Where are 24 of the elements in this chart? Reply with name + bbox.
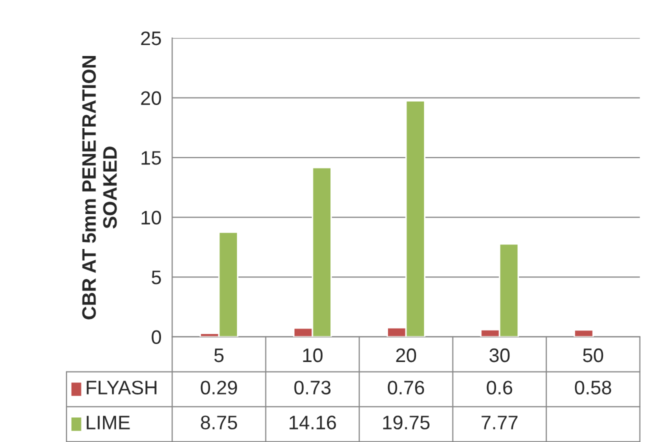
legend-label: LIME (86, 416, 130, 430)
y-tick-label: 10 (142, 210, 162, 225)
data-label: 7.77 (482, 416, 518, 430)
x-tick-label: 5 (214, 348, 224, 362)
x-tick-label: 30 (489, 348, 510, 362)
data-label: 0.76 (388, 380, 424, 394)
data-label: 14.16 (290, 416, 336, 430)
y-axis-title: CBR AT 5mm PENETRATION SOAKED (82, 56, 117, 320)
x-tick-label: 10 (303, 348, 323, 362)
data-label: 0.58 (574, 380, 612, 394)
data-label: 19.75 (383, 416, 430, 430)
y-tick-label: 5 (152, 270, 161, 284)
y-tick-label: 0 (152, 330, 162, 344)
y-tick-label: 20 (141, 91, 162, 106)
y-tick-label: 15 (142, 151, 161, 165)
y-tick-label: 25 (141, 31, 161, 46)
legend-label: FLYASH (86, 380, 156, 394)
x-tick-label: 50 (583, 348, 604, 362)
bar (574, 329, 594, 337)
data-label: 8.75 (200, 416, 238, 430)
data-label: 0.6 (486, 380, 512, 394)
x-tick-label: 20 (396, 348, 416, 362)
data-label: 0.73 (294, 380, 331, 394)
data-label: 0.29 (200, 380, 237, 394)
